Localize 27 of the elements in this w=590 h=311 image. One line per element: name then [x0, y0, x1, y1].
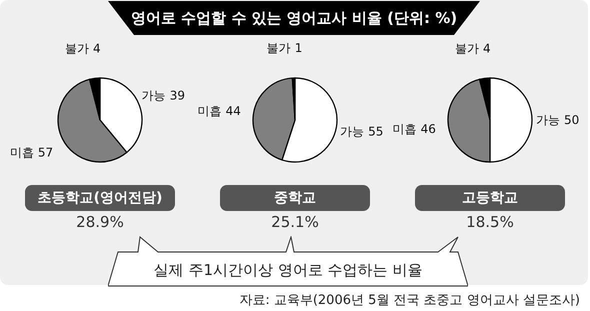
text: 자료: 교육부(2006년 5월 전국 초중고 영어교사 설문조사) [239, 292, 580, 309]
data-label: 39 [170, 88, 186, 103]
slice-label: 불가 [266, 41, 291, 56]
text: 고등학교 [415, 185, 565, 211]
data-label: 50 [564, 113, 580, 127]
text: 실제 주1시간이상 영어로 수업하는 비율 [152, 260, 424, 281]
data-label: 44 [226, 104, 241, 118]
text: 25.1% [270, 213, 320, 231]
text: 초등학교(영어전담) [25, 185, 175, 211]
text: 영어로 수업할 수 있는 영어교사 비율 (단위: %) [108, 1, 480, 35]
data-label: 57 [38, 146, 54, 160]
slice-label: 미흡 [198, 104, 222, 118]
data-label: 55 [368, 124, 384, 138]
text: 28.9% [75, 213, 125, 231]
data-label: 4 [482, 42, 491, 56]
slice-label: 미흡 [10, 146, 34, 160]
data-label: 4 [92, 42, 101, 56]
data-label: 1 [294, 41, 302, 56]
text: 중학교 [220, 185, 370, 211]
slice-label: 미흡 [392, 122, 417, 136]
text: 18.5% [465, 213, 515, 231]
slice-label: 불가 [64, 42, 89, 56]
slice-label: 가능 [536, 113, 560, 127]
slice-label: 가능 [340, 124, 364, 138]
slice-label: 가능 [142, 88, 166, 103]
data-label: 46 [420, 122, 436, 136]
slice-label: 불가 [454, 42, 479, 56]
